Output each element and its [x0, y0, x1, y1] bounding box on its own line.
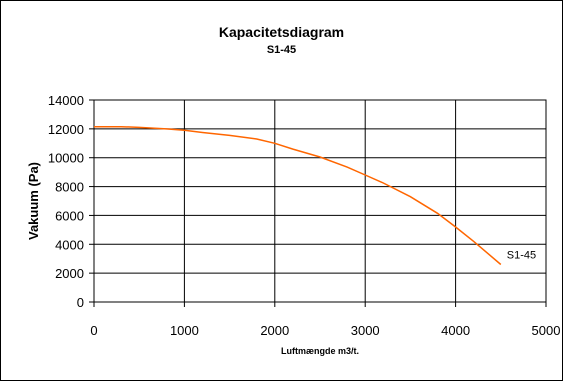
y-tick-label: 6000: [55, 208, 84, 223]
y-tick-label: 2000: [55, 266, 84, 281]
axis-ticks: [89, 99, 547, 307]
x-axis-title: Luftmængde m3/t.: [281, 346, 359, 356]
y-tick-label: 14000: [48, 93, 84, 108]
y-tick-label: 12000: [48, 122, 84, 137]
y-axis-title: Vakuum (Pa): [26, 162, 41, 240]
plot-area: [93, 99, 547, 303]
x-tick-label: 0: [90, 323, 97, 338]
y-tick-label: 8000: [55, 180, 84, 195]
x-tick-label: 5000: [532, 323, 561, 338]
x-tick-label: 2000: [260, 323, 289, 338]
chart-title: Kapacitetsdiagram: [218, 24, 345, 40]
grid-lines: [94, 100, 546, 302]
series-line: [94, 125, 502, 266]
y-tick-labels: 0 2000 4000 6000 8000 10000 12000 14000: [48, 93, 84, 310]
y-tick-label: 0: [77, 295, 84, 310]
y-tick-label: 4000: [55, 237, 84, 252]
series-group: S1-45: [94, 125, 536, 266]
series-label: S1-45: [507, 249, 536, 261]
x-tick-label: 1000: [170, 323, 199, 338]
y-tick-label: 10000: [48, 151, 84, 166]
x-tick-label: 3000: [351, 323, 380, 338]
x-tick-labels: 0 1000 2000 3000 4000 5000: [90, 323, 560, 338]
chart-subtitle: S1-45: [266, 44, 297, 56]
x-tick-label: 4000: [441, 323, 470, 338]
